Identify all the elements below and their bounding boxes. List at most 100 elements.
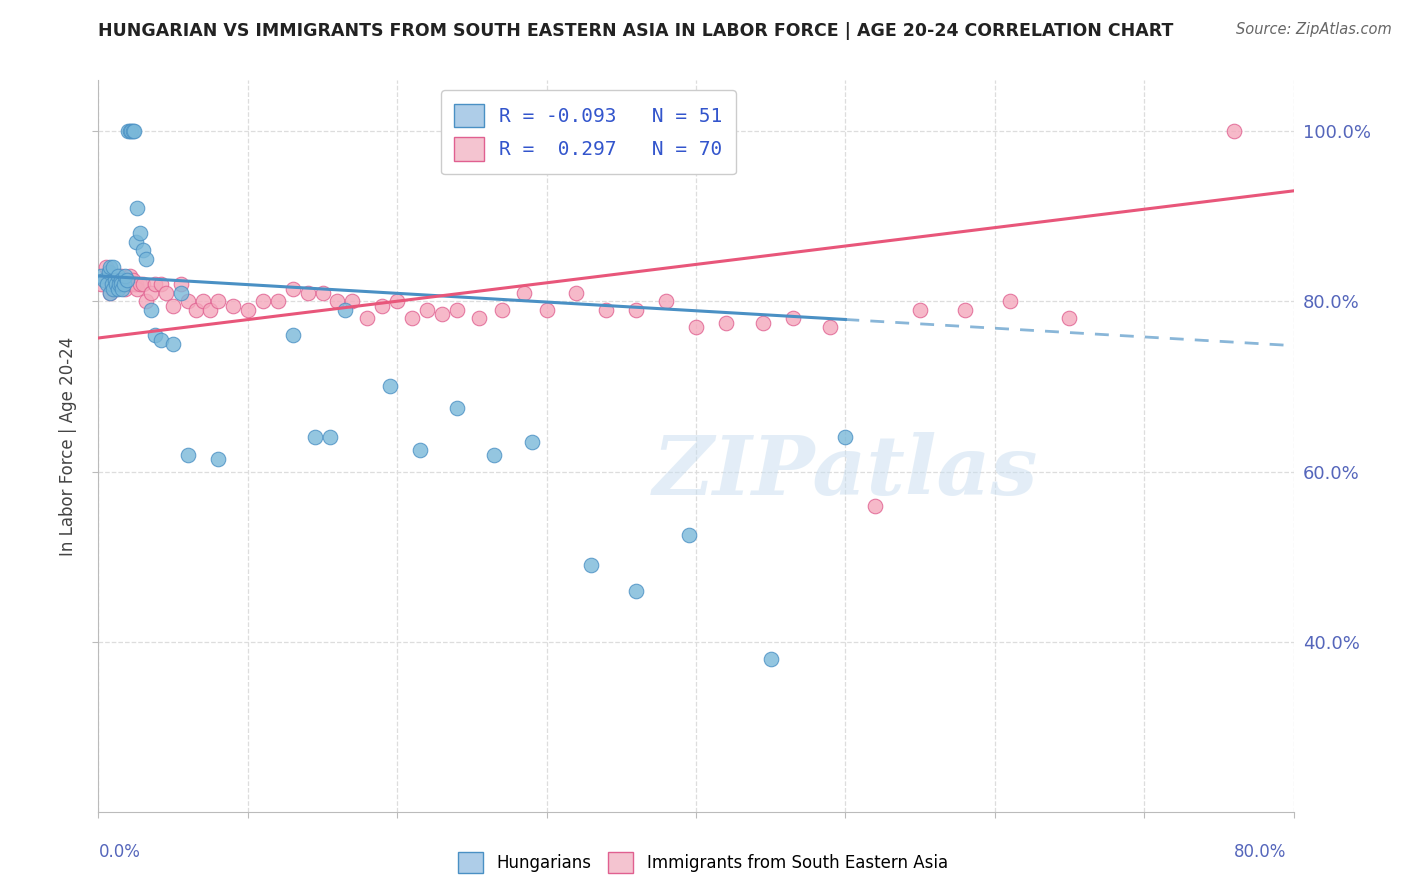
Point [101,277,124,292]
Point [110,268,132,283]
Point [430,307,453,321]
Point [536,302,558,317]
Point [114,282,136,296]
Point [117,273,139,287]
Point [222,299,245,313]
Point [132,277,155,292]
Point [120,124,142,138]
Point [595,302,617,317]
Point [371,299,394,313]
Point [127,201,149,215]
Point [678,528,700,542]
Point [124,277,146,292]
Point [782,311,804,326]
Point [143,328,166,343]
Y-axis label: In Labor Force | Age 20-24: In Labor Force | Age 20-24 [59,336,77,556]
Point [117,124,139,138]
Point [150,333,173,347]
Point [177,294,200,309]
Point [107,268,129,283]
Text: ZIPatlas: ZIPatlas [652,432,1038,511]
Point [93,273,115,287]
Point [100,285,122,300]
Point [90,268,112,283]
Point [107,282,129,296]
Point [143,277,166,292]
Point [177,448,200,462]
Point [304,430,326,444]
Point [491,302,513,317]
Point [121,273,143,287]
Point [108,277,131,292]
Point [129,227,152,241]
Text: 0.0%: 0.0% [98,843,141,861]
Point [333,302,356,317]
Point [124,124,146,138]
Text: Source: ZipAtlas.com: Source: ZipAtlas.com [1236,22,1392,37]
Point [103,282,125,296]
Point [908,302,931,317]
Point [94,260,117,275]
Point [252,294,274,309]
Point [326,294,349,309]
Point [118,268,141,283]
Point [100,285,122,300]
Point [120,277,142,292]
Point [139,302,162,317]
Legend: R = -0.093   N = 51, R =  0.297   N = 70: R = -0.093 N = 51, R = 0.297 N = 70 [441,90,735,175]
Point [127,282,149,296]
Point [865,499,887,513]
Point [125,277,148,292]
Point [169,277,191,292]
Point [378,379,401,393]
Point [281,328,304,343]
Point [401,311,423,326]
Point [104,273,127,287]
Point [121,124,143,138]
Point [207,294,229,309]
Point [191,294,214,309]
Point [820,320,842,334]
Point [110,277,132,292]
Point [105,277,128,292]
Point [236,302,259,317]
Point [319,430,342,444]
Point [103,282,125,296]
Point [135,252,157,266]
Point [484,448,506,462]
Point [200,302,222,317]
Point [110,273,132,287]
Point [408,443,430,458]
Point [111,282,134,296]
Point [834,430,856,444]
Point [169,285,191,300]
Legend: Hungarians, Immigrants from South Eastern Asia: Hungarians, Immigrants from South Easter… [451,846,955,880]
Point [135,294,157,309]
Point [162,299,184,313]
Point [297,285,319,300]
Point [311,285,333,300]
Point [752,316,775,330]
Point [281,282,304,296]
Point [90,277,112,292]
Point [132,244,155,258]
Text: 80.0%: 80.0% [1234,843,1286,861]
Point [953,302,976,317]
Point [118,124,141,138]
Point [105,282,128,296]
Point [96,277,118,292]
Point [103,260,125,275]
Point [513,285,536,300]
Point [1059,311,1081,326]
Point [111,273,134,287]
Point [184,302,207,317]
Point [446,401,468,415]
Point [112,277,135,292]
Point [114,268,136,283]
Point [104,277,127,292]
Point [100,260,122,275]
Point [581,558,603,572]
Point [115,277,138,292]
Point [565,285,588,300]
Point [759,651,782,665]
